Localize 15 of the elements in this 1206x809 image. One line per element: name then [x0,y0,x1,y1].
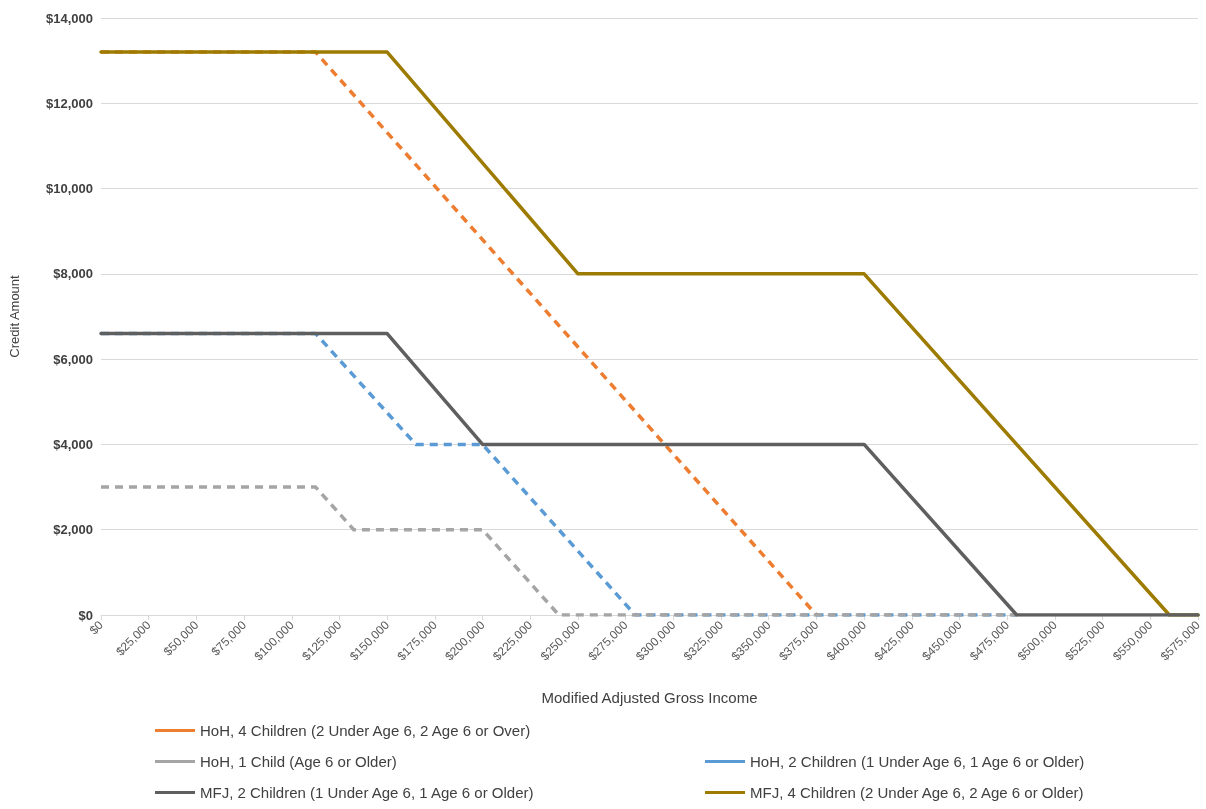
y-tick-label: $10,000 [46,181,93,197]
y-tick-label: $12,000 [46,95,93,111]
x-axis-title: Modified Adjusted Gross Income [541,689,758,706]
y-tick-label: $4,000 [53,436,93,452]
legend-label: HoH, 2 Children (1 Under Age 6, 1 Age 6 or Older) [750,753,1085,770]
legend-label: HoH, 1 Child (Age 6 or Older) [200,753,397,770]
y-axis-title: Credit Amount [7,274,22,358]
legend-label: MFJ, 4 Children (2 Under Age 6, 2 Age 6 or Older) [750,784,1084,801]
y-tick-label: $14,000 [46,10,93,26]
y-tick-label: $0 [78,607,93,623]
y-tick-label: $8,000 [53,266,93,282]
y-tick-label: $6,000 [53,351,93,367]
legend-label: HoH, 4 Children (2 Under Age 6, 2 Age 6 or Over) [200,722,531,739]
y-tick-label: $2,000 [53,522,93,538]
legend-label: MFJ, 2 Children (1 Under Age 6, 1 Age 6 or Older) [200,784,534,801]
